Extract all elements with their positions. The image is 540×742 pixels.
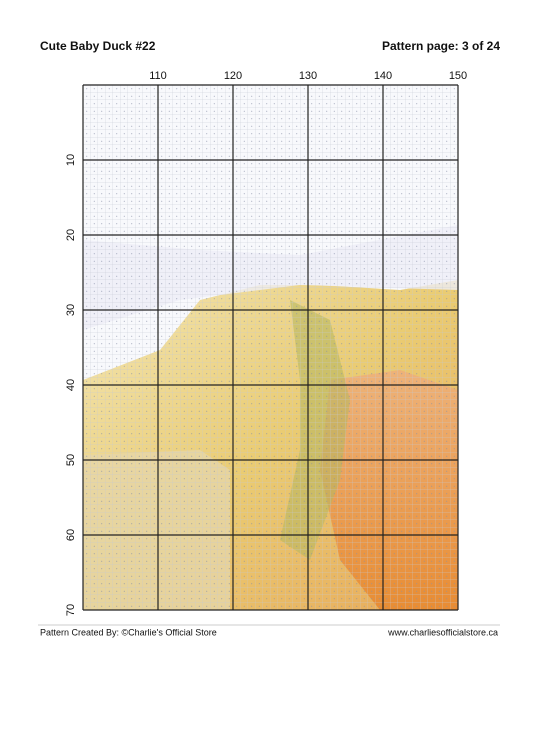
row-label: 20 (65, 229, 77, 241)
row-label: 10 (65, 154, 77, 166)
column-label: 110 (149, 70, 167, 82)
column-label: 120 (224, 70, 242, 82)
row-label: 40 (65, 379, 77, 391)
pattern-artwork (82, 84, 459, 611)
row-label: 60 (65, 529, 77, 541)
row-label: 30 (65, 304, 77, 316)
footer-credit: Pattern Created By: ©Charlie's Official … (40, 627, 217, 637)
pattern-title: Cute Baby Duck #22 (40, 39, 156, 53)
page-number: Pattern page: 3 of 24 (382, 39, 500, 53)
footer-website: www.charliesofficialstore.ca (387, 627, 498, 637)
column-label: 150 (449, 70, 467, 82)
column-label: 140 (374, 70, 392, 82)
row-label: 50 (65, 454, 77, 466)
column-label: 130 (299, 70, 317, 82)
row-label: 70 (65, 604, 77, 616)
